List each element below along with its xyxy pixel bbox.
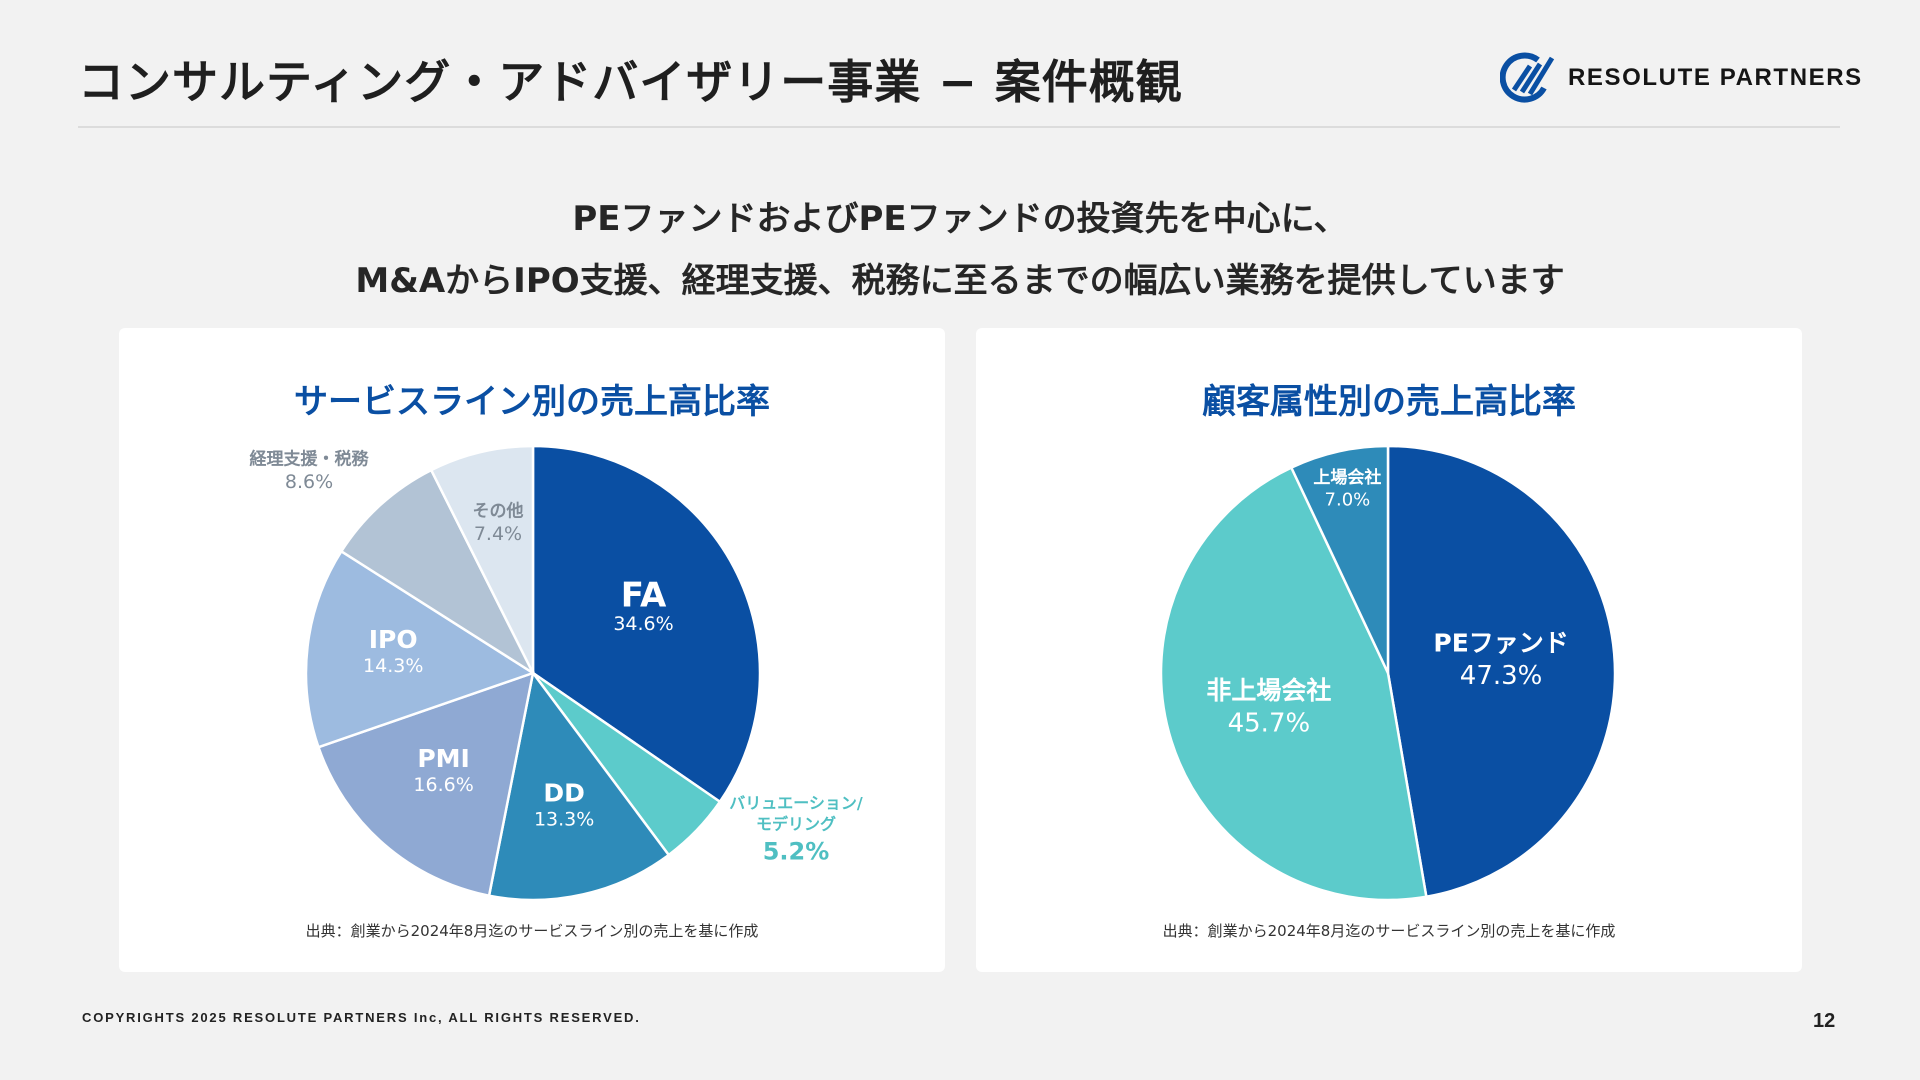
pie-slice-fa bbox=[531, 444, 762, 804]
slice-label: 経理支援・税務 bbox=[250, 448, 370, 469]
slice-label: IPO bbox=[369, 625, 418, 654]
pie-slice-pe-fund bbox=[1386, 444, 1617, 899]
pie-slice-listed-company bbox=[1289, 444, 1390, 674]
slice-value-label: 14.3% bbox=[363, 655, 423, 677]
pie-slice-ipo bbox=[304, 549, 536, 749]
page-title: コンサルティング・アドバイザリー事業 − 案件概観 bbox=[78, 55, 1183, 109]
pie-slice-accounting-tax bbox=[339, 468, 537, 677]
slice-label: PEファンド bbox=[1433, 629, 1568, 658]
slice-value-label: 7.4% bbox=[474, 523, 522, 545]
slice-label: PMI bbox=[417, 744, 470, 773]
slice-label: モデリング bbox=[756, 815, 836, 834]
chart-title: サービスライン別の売上高比率 bbox=[294, 382, 770, 422]
slice-value-label: 8.6% bbox=[285, 471, 333, 493]
chart-source-note: 出典：創業から2024年8月迄のサービスライン別の売上を基に作成 bbox=[305, 922, 759, 940]
slice-label: DD bbox=[543, 779, 585, 808]
slice-label: バリュエーション/ bbox=[729, 794, 863, 813]
slice-value-label: 16.6% bbox=[413, 774, 473, 796]
pie-slice-dd bbox=[487, 669, 671, 902]
subtitle-line-1: PEファンドおよびPEファンドの投資先を中心に、 bbox=[572, 199, 1348, 239]
pie-slice-other bbox=[429, 444, 535, 674]
slice-value-label: 7.0% bbox=[1325, 490, 1371, 511]
client-attribute-chart-card: 顧客属性別の売上高比率 PEファンド 47.3% 非上場会社 45.7% 上場会社 7.0… bbox=[976, 328, 1802, 972]
slice-value-label: 47.3% bbox=[1460, 661, 1543, 691]
page-number: 12 bbox=[1813, 1010, 1836, 1032]
service-line-chart-card: サービスライン別の売上高比率 FA 34.6% バリュエーション/モデリング 5.2%… bbox=[119, 328, 945, 972]
company-logo: RESOLUTE PARTNERS bbox=[1500, 52, 1863, 104]
slice-value-label: 13.3% bbox=[534, 808, 594, 830]
resolute-logo-icon bbox=[1500, 52, 1555, 103]
copyright-text: COPYRIGHTS 2025 RESOLUTE PARTNERS Inc, A… bbox=[82, 1010, 641, 1025]
slice-value-label: 5.2% bbox=[763, 838, 830, 866]
header-divider bbox=[78, 126, 1840, 128]
slice-label: FA bbox=[621, 575, 667, 615]
slice-label: 上場会社 bbox=[1313, 467, 1381, 488]
slice-label: その他 bbox=[472, 500, 523, 521]
chart-source-note: 出典：創業から2024年8月迄のサービスライン別の売上を基に作成 bbox=[1162, 922, 1616, 940]
slice-value-label: 34.6% bbox=[613, 613, 673, 635]
slice-value-label: 45.7% bbox=[1228, 708, 1311, 738]
chart-title: 顧客属性別の売上高比率 bbox=[1202, 382, 1576, 422]
subtitle-line-2: M&AからIPO支援、経理支援、税務に至るまでの幅広い業務を提供しています bbox=[355, 261, 1565, 301]
logo-text: RESOLUTE PARTNERS bbox=[1568, 64, 1863, 91]
subtitle: PEファンドおよびPEファンドの投資先を中心に、 M&AからIPO支援、経理支援… bbox=[0, 188, 1920, 312]
slice-label: 非上場会社 bbox=[1206, 676, 1331, 705]
pie-slice-private-company bbox=[1159, 465, 1428, 902]
